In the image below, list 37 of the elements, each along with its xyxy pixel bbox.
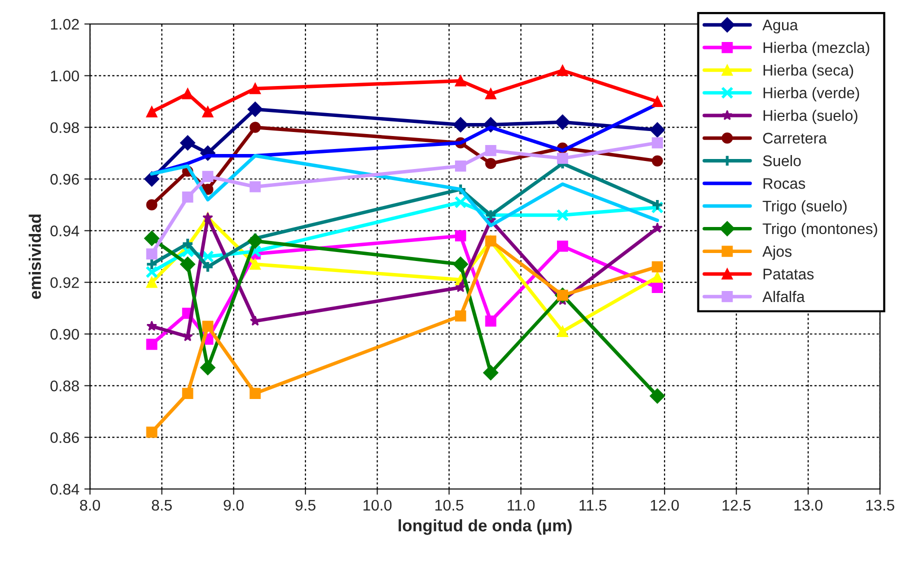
x-tick-label: 10.0 — [364, 500, 392, 511]
legend-label: Alfalfa — [762, 290, 805, 302]
x-tick-label: 8.5 — [152, 500, 172, 511]
y-tick-label: 0.98 — [50, 122, 79, 134]
y-tick-label: 0.96 — [50, 174, 79, 185]
y-tick-label: 0.94 — [50, 226, 80, 236]
y-tick-label: 1.02 — [51, 18, 79, 30]
legend-label: Rocas — [764, 178, 806, 189]
legend-label: Agua — [762, 20, 798, 34]
x-tick-label: 13.0 — [794, 500, 822, 511]
legend-label: Hierba (mezcla) — [764, 42, 870, 56]
y-axis-title: emisividad — [28, 214, 41, 299]
legend-label: Hierba (seca) — [764, 64, 854, 79]
legend-label: Patatas — [764, 268, 814, 280]
x-tick-label: 11.5 — [580, 500, 606, 511]
y-tick-label: 0.92 — [50, 277, 79, 288]
legend-label: Hierba (suelo) — [764, 110, 858, 124]
y-tick-label: 0.84 — [50, 484, 80, 495]
x-tick-label: 13.5 — [866, 500, 894, 511]
x-tick-label: 10.5 — [435, 500, 464, 511]
x-tick-label: 8.0 — [80, 500, 100, 511]
y-tick-label: 0.86 — [50, 432, 79, 444]
legend-label: Carretera — [763, 132, 827, 144]
legend-label: Ajos — [762, 246, 792, 260]
y-tick-label: 0.88 — [50, 380, 79, 392]
x-tick-label: 11.0 — [508, 500, 535, 511]
legend-label: Trigo (suelo) — [762, 200, 847, 215]
y-tick-label: 0.90 — [50, 328, 79, 340]
legend-label: Hierba (verde) — [764, 87, 860, 102]
x-axis-title: longitud de onda (μm) — [398, 519, 572, 535]
x-tick-label: 12.5 — [722, 500, 751, 511]
y-tick-label: 1.00 — [51, 70, 79, 82]
x-tick-label: 12.0 — [650, 500, 679, 511]
legend-label: Trigo (montones) — [762, 222, 878, 238]
x-tick-label: 9.0 — [224, 500, 244, 511]
legend-label: Suelo — [763, 155, 801, 166]
x-tick-label: 9.5 — [296, 500, 316, 511]
